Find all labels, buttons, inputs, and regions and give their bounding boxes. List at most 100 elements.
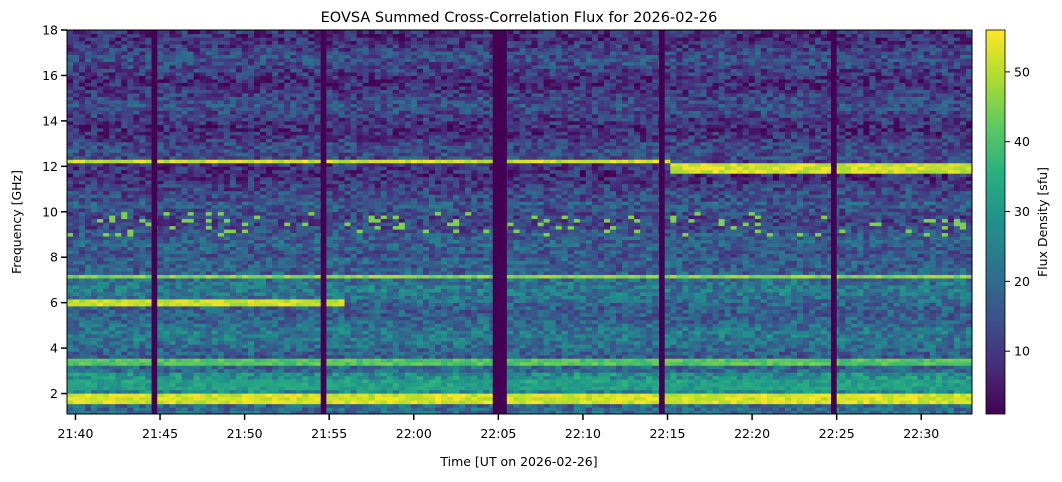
heatmap-cell <box>97 204 104 209</box>
heatmap-cell <box>97 393 104 398</box>
heatmap-cell <box>260 124 267 129</box>
heatmap-cell <box>181 347 189 352</box>
heatmap-cell <box>296 166 303 171</box>
heatmap-cell <box>169 291 177 296</box>
heatmap-cell <box>308 75 315 80</box>
heatmap-cell <box>254 78 261 83</box>
heatmap-cell <box>235 316 243 321</box>
heatmap-cell <box>67 372 74 377</box>
heatmap-cell <box>73 305 80 310</box>
heatmap-cell <box>133 124 140 129</box>
heatmap-cell <box>157 403 165 408</box>
heatmap-cell <box>290 410 297 414</box>
heatmap-cell <box>103 78 110 83</box>
heatmap-cell <box>326 410 334 414</box>
heatmap-cell <box>272 68 279 73</box>
heatmap-cell <box>266 393 273 398</box>
heatmap-cell <box>278 103 285 108</box>
heatmap-cell <box>314 152 321 157</box>
heatmap-cell <box>133 43 140 49</box>
heatmap-cell <box>217 54 225 59</box>
heatmap-cell <box>235 103 243 108</box>
heatmap-cell <box>235 253 243 258</box>
heatmap-cell <box>302 89 309 94</box>
heatmap-cell <box>181 312 189 317</box>
heatmap-cell <box>145 127 153 132</box>
heatmap-cell <box>272 61 279 66</box>
heatmap-cell <box>103 40 110 45</box>
heatmap-cell <box>248 295 255 300</box>
heatmap-cell <box>109 344 116 349</box>
heatmap-cell <box>187 152 195 157</box>
heatmap-cell <box>254 246 261 251</box>
heatmap-cell <box>139 145 147 150</box>
heatmap-cell <box>260 351 267 356</box>
heatmap-cell <box>181 127 189 132</box>
heatmap-cell <box>139 124 147 129</box>
heatmap-cell <box>169 274 177 279</box>
heatmap-cell <box>314 281 321 286</box>
heatmap-cell <box>296 284 303 289</box>
heatmap-cell <box>241 389 249 394</box>
heatmap-cell <box>260 75 267 80</box>
heatmap-cell <box>67 159 74 164</box>
heatmap-cell <box>308 103 315 108</box>
heatmap-cell <box>163 159 171 164</box>
heatmap-cell <box>254 155 261 160</box>
heatmap-cell <box>79 204 86 209</box>
heatmap-cell <box>248 288 255 293</box>
heatmap-cell <box>223 169 231 174</box>
heatmap-cell <box>169 319 177 324</box>
heatmap-cell <box>145 148 153 153</box>
heatmap-cell <box>127 340 134 345</box>
heatmap-cell <box>248 225 255 230</box>
heatmap-cell <box>205 340 213 345</box>
heatmap-cell <box>199 354 207 359</box>
heatmap-cell <box>248 298 255 303</box>
heatmap-cell <box>127 400 134 405</box>
heatmap-cell <box>79 120 86 125</box>
heatmap-cell <box>296 190 303 195</box>
heatmap-cell <box>314 50 321 56</box>
heatmap-cell <box>67 358 74 363</box>
heatmap-cell <box>73 337 80 342</box>
heatmap-cell <box>308 54 315 59</box>
heatmap-cell <box>103 386 110 391</box>
heatmap-cell <box>254 176 261 181</box>
heatmap-cell <box>326 305 334 310</box>
heatmap-cell <box>79 361 86 366</box>
heatmap-cell <box>187 197 195 202</box>
heatmap-cell <box>127 117 134 122</box>
heatmap-cell <box>302 386 309 391</box>
heatmap-cell <box>205 263 213 268</box>
heatmap-cell <box>326 228 334 234</box>
heatmap-cell <box>326 89 334 94</box>
heatmap-cell <box>175 57 183 63</box>
heatmap-cell <box>109 85 116 90</box>
heatmap-cell <box>103 298 110 303</box>
heatmap-cell <box>217 365 225 370</box>
heatmap-cell <box>91 57 98 63</box>
heatmap-cell <box>139 215 147 220</box>
heatmap-cell <box>278 162 285 167</box>
heatmap-cell <box>272 127 279 132</box>
heatmap-cell <box>139 218 147 223</box>
heatmap-cell <box>181 253 189 258</box>
heatmap-cell <box>229 92 237 97</box>
heatmap-cell <box>278 274 285 279</box>
heatmap-cell <box>338 375 346 380</box>
heatmap-cell <box>139 152 147 157</box>
heatmap-cell <box>241 253 249 258</box>
heatmap-cell <box>121 319 128 324</box>
heatmap-cell <box>241 169 249 174</box>
chart-title: EOVSA Summed Cross-Correlation Flux for … <box>321 10 718 26</box>
heatmap-cell <box>241 117 249 122</box>
heatmap-cell <box>163 64 171 69</box>
heatmap-cell <box>278 249 285 255</box>
heatmap-cell <box>145 215 153 220</box>
heatmap-cell <box>284 57 291 63</box>
heatmap-cell <box>139 281 147 286</box>
heatmap-cell <box>103 218 110 223</box>
heatmap-cell <box>235 71 243 76</box>
heatmap-cell <box>272 197 279 202</box>
